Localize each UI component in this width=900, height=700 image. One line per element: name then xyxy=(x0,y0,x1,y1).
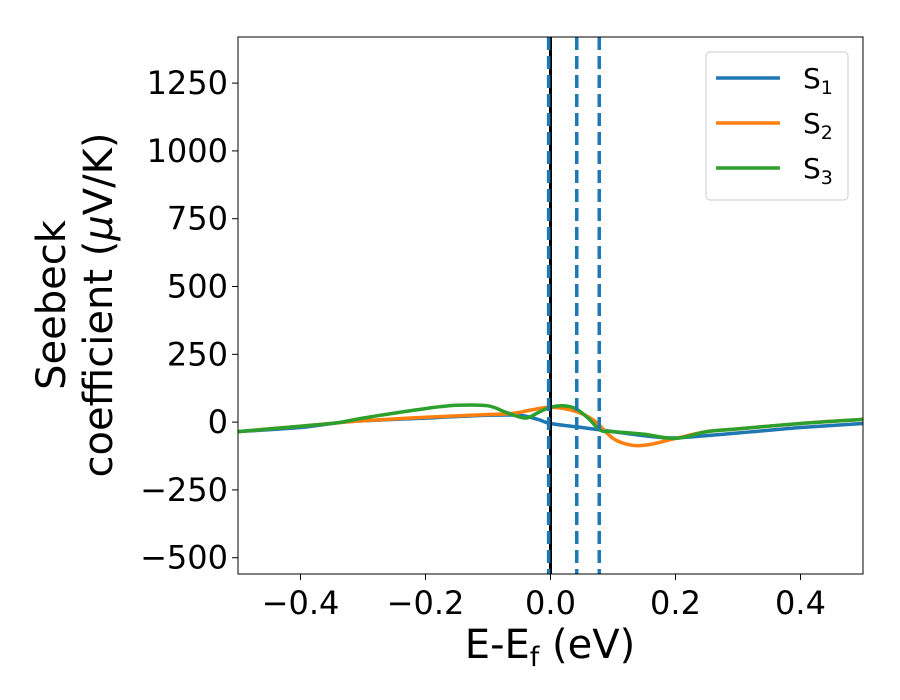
y-tick-label: 500 xyxy=(167,268,228,306)
y-tick-label: 250 xyxy=(167,335,228,373)
y-axis-title: Seebeck coefficient (μV/K) xyxy=(29,133,122,478)
x-tick-label: 0.2 xyxy=(650,584,701,622)
y-tick-label: 750 xyxy=(167,200,228,238)
series-line-s3 xyxy=(238,403,863,441)
legend-label-s2: S2 xyxy=(803,107,833,144)
y-axis: −500 −250 0 250 500 750 1000 1250 xyxy=(140,64,238,577)
x-tick-label: 0.4 xyxy=(775,584,826,622)
legend: S1 S2 S3 xyxy=(705,51,849,201)
plot-area xyxy=(238,37,863,574)
y-axis-title-line1: Seebeck xyxy=(29,219,75,390)
y-tick-label: −250 xyxy=(140,471,228,509)
legend-label-s1: S1 xyxy=(803,62,833,99)
y-tick-label: 1250 xyxy=(147,64,228,102)
y-tick-label: −500 xyxy=(140,539,228,577)
x-axis: −0.4 −0.2 0.0 0.2 0.4 xyxy=(262,574,826,622)
y-tick-label: 0 xyxy=(208,403,228,441)
legend-label-s3: S3 xyxy=(803,152,833,189)
y-axis-title-line2: coefficient (μV/K) xyxy=(76,133,122,478)
x-tick-label: −0.4 xyxy=(262,584,340,622)
x-tick-label: 0.0 xyxy=(525,584,576,622)
x-axis-title: E-Ef (eV) xyxy=(465,622,635,673)
legend-box xyxy=(705,51,849,201)
x-tick-label: −0.2 xyxy=(387,584,465,622)
y-tick-label: 1000 xyxy=(147,132,228,170)
